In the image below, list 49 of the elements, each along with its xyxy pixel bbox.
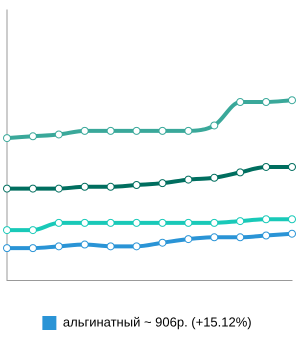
point: [184, 218, 192, 227]
point: [106, 242, 115, 250]
point: [158, 126, 166, 135]
point: [288, 162, 296, 171]
legend-label: альгинатный ~ 906р. (+15.12%): [62, 314, 252, 330]
point: [158, 218, 166, 227]
point: [54, 130, 63, 138]
point: [184, 126, 192, 135]
point: [54, 184, 63, 193]
point: [132, 218, 141, 227]
point: [3, 184, 11, 193]
point: [158, 179, 166, 188]
point: [106, 218, 115, 227]
point: [236, 217, 244, 226]
point: [80, 126, 89, 135]
point: [184, 235, 192, 244]
point: [28, 132, 37, 140]
point: [210, 218, 218, 227]
point: [184, 176, 192, 184]
point: [132, 242, 141, 250]
point: [262, 162, 270, 171]
point: [288, 215, 296, 224]
point: [288, 230, 296, 238]
point: [28, 226, 37, 234]
point: [210, 121, 218, 130]
point: [262, 98, 270, 106]
point: [236, 233, 244, 242]
point: [236, 168, 244, 176]
point: [3, 244, 11, 252]
point: [288, 96, 296, 104]
point: [210, 233, 218, 242]
point: [80, 240, 89, 249]
point: [3, 226, 11, 234]
point: [106, 126, 115, 135]
point: [80, 218, 89, 227]
point: [54, 218, 63, 227]
point: [210, 174, 218, 182]
point: [262, 215, 270, 224]
point: [80, 182, 89, 191]
point: [158, 238, 166, 247]
point: [106, 182, 115, 191]
point: [236, 98, 244, 106]
point: [54, 242, 63, 250]
point: [262, 232, 270, 240]
point: [132, 180, 141, 189]
point: [28, 184, 37, 193]
point: [3, 134, 11, 142]
point: [28, 244, 37, 252]
point: [132, 126, 141, 135]
